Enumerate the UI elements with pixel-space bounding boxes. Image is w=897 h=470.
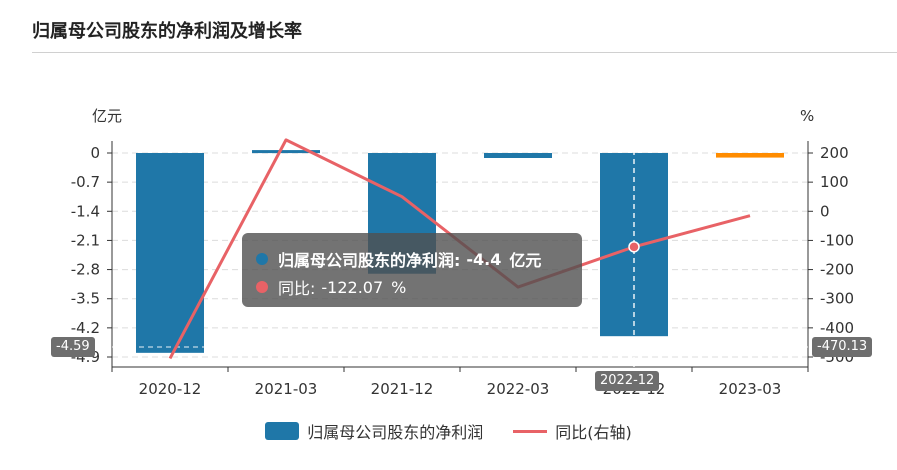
tooltip-bar-unit: 亿元: [509, 251, 542, 270]
chart-title: 归属母公司股东的净利润及增长率: [32, 21, 302, 42]
legend-item-line[interactable]: 同比(右轴): [513, 419, 632, 443]
y-left-tick-label: -4.2: [71, 319, 100, 337]
bar: [136, 153, 204, 353]
y-left-tick-label: -2.1: [71, 231, 100, 249]
x-tick-label: 2023-03: [719, 380, 782, 398]
tooltip-row-bar: 归属母公司股东的净利润: -4.4 亿元: [256, 247, 541, 271]
tooltip-line-unit: %: [391, 277, 407, 297]
legend-line-swatch: [513, 429, 548, 433]
title-divider: [32, 52, 897, 53]
axis-pointer-right-label: -470.13: [812, 337, 873, 357]
y-left-tick-label: -3.5: [71, 290, 100, 308]
tooltip-line-label: 同比:: [278, 279, 316, 298]
x-tick-label: 2022-03: [487, 380, 550, 398]
y-left-unit: 亿元: [92, 107, 122, 125]
tooltip-bar-dot: [256, 253, 268, 265]
x-tick-label: 2021-12: [371, 380, 434, 398]
y-left-tick-label: 0: [90, 144, 100, 162]
tooltip-line-dot: [256, 281, 268, 293]
y-right-tick-label: -400: [820, 319, 854, 337]
y-right-tick-label: -200: [820, 261, 854, 279]
legend-line-label: 同比(右轴): [555, 423, 632, 442]
legend-bar-swatch: [265, 422, 300, 440]
tooltip-bar-label: 归属母公司股东的净利润:: [278, 251, 461, 270]
y-left-tick-label: -1.4: [71, 202, 100, 220]
y-right-tick-label: -300: [820, 290, 854, 308]
y-left-tick-label: -2.8: [71, 261, 100, 279]
bar: [252, 150, 320, 154]
y-right-tick-label: -100: [820, 231, 854, 249]
x-tick-label: 2021-03: [255, 380, 318, 398]
y-right-unit: %: [800, 107, 814, 125]
line-point-highlight: [628, 241, 640, 253]
legend-bar-label: 归属母公司股东的净利润: [307, 423, 484, 442]
bar: [716, 153, 784, 158]
axis-pointer-x-label: 2022-12: [595, 371, 660, 391]
tooltip-bar-value: -4.4: [466, 249, 502, 269]
legend-item-bar[interactable]: 归属母公司股东的净利润: [265, 419, 483, 443]
tooltip-row-line: 同比: -122.07 %: [256, 275, 406, 299]
legend: 归属母公司股东的净利润 同比(右轴): [0, 419, 897, 443]
y-left-tick-label: -0.7: [71, 173, 100, 191]
axis-pointer-left-label: -4.59: [51, 337, 95, 357]
x-tick-label: 2020-12: [139, 380, 202, 398]
bar: [484, 153, 552, 158]
tooltip: 归属母公司股东的净利润: -4.4 亿元 同比: -122.07 %: [242, 233, 582, 307]
y-right-tick-label: 100: [820, 173, 849, 191]
y-right-tick-label: 0: [820, 202, 830, 220]
tooltip-line-value: -122.07: [321, 277, 384, 297]
y-right-tick-label: 200: [820, 144, 849, 162]
